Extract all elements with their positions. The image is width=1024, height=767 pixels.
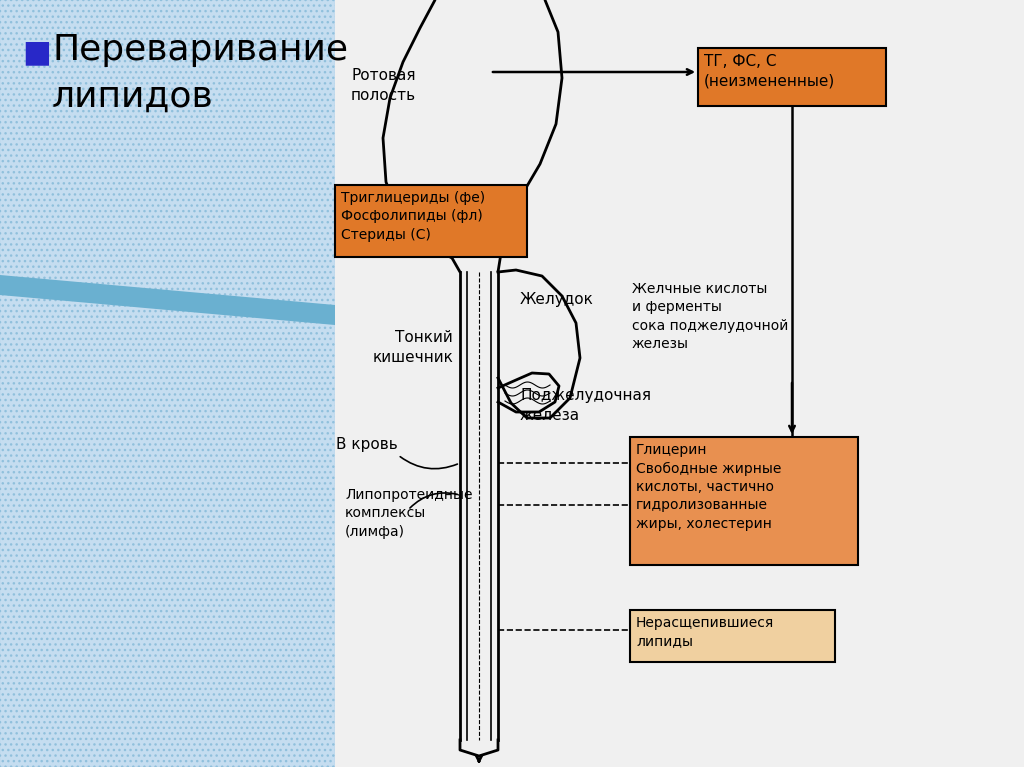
FancyBboxPatch shape bbox=[630, 437, 858, 565]
Text: Ротовая
полость: Ротовая полость bbox=[351, 68, 416, 103]
Text: Триглицериды (фе)
Фосфолипиды (фл)
Стериды (С): Триглицериды (фе) Фосфолипиды (фл) Стери… bbox=[341, 191, 485, 242]
Text: Желудок: Желудок bbox=[520, 292, 594, 307]
Text: Глицерин
Свободные жирные
кислоты, частично
гидролизованные
жиры, холестерин: Глицерин Свободные жирные кислоты, части… bbox=[636, 443, 781, 531]
Text: Поджелудочная
железа: Поджелудочная железа bbox=[520, 388, 651, 423]
Bar bbox=[0, 0, 335, 767]
Text: Переваривание: Переваривание bbox=[52, 33, 348, 67]
Bar bbox=[335, 0, 1024, 767]
FancyBboxPatch shape bbox=[698, 48, 886, 106]
Text: Нерасщепившиеся
липиды: Нерасщепившиеся липиды bbox=[636, 616, 774, 648]
Text: ■: ■ bbox=[22, 38, 51, 67]
Text: В кровь: В кровь bbox=[336, 437, 398, 452]
Text: ТГ, ФС, С
(неизмененные): ТГ, ФС, С (неизмененные) bbox=[705, 54, 836, 89]
Bar bbox=[0, 0, 335, 767]
FancyBboxPatch shape bbox=[630, 610, 835, 662]
Text: Липопротеидные
комплексы
(лимфа): Липопротеидные комплексы (лимфа) bbox=[345, 488, 472, 538]
Text: Тонкий
кишечник: Тонкий кишечник bbox=[372, 330, 453, 365]
Text: Желчные кислоты
и ферменты
сока поджелудочной
железы: Желчные кислоты и ферменты сока поджелуд… bbox=[632, 282, 788, 351]
FancyBboxPatch shape bbox=[335, 185, 527, 257]
Text: липидов: липидов bbox=[52, 80, 214, 114]
Polygon shape bbox=[0, 275, 335, 325]
